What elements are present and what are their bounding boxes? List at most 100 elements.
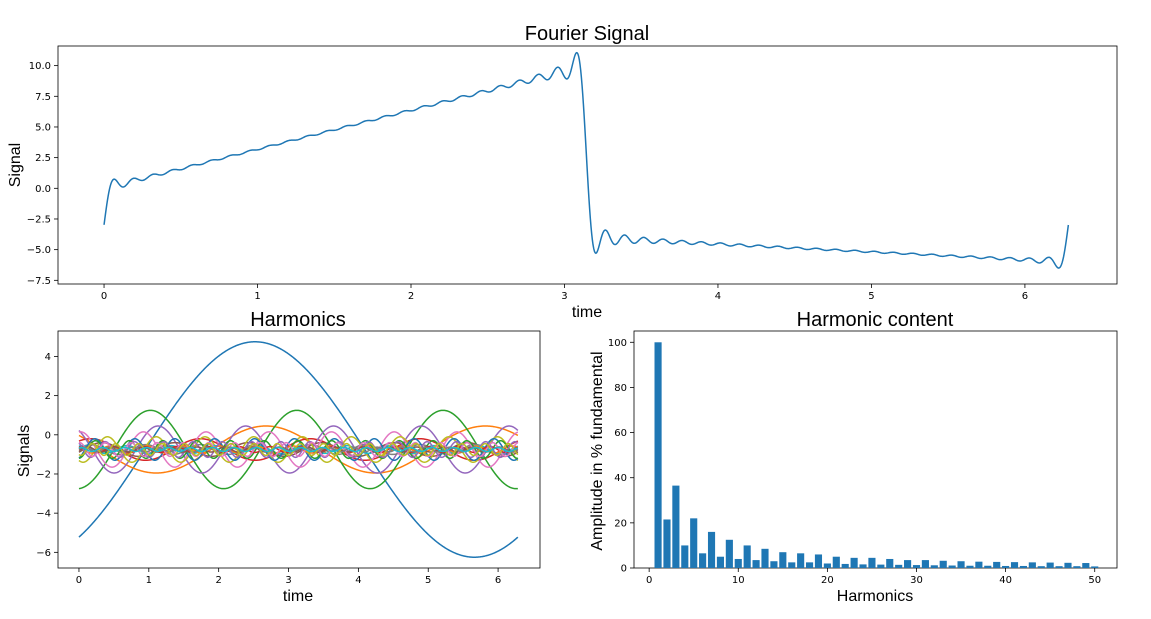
- harmonic-bar-46: [1055, 566, 1063, 568]
- fourier-signal-ytick-label: 2.5: [35, 153, 51, 164]
- harmonic-bar-20: [823, 563, 831, 568]
- harmonic-bar-45: [1046, 562, 1054, 568]
- fourier-signal-ytick-label: 5.0: [35, 122, 51, 133]
- harmonic-bar-25: [868, 557, 876, 568]
- fourier-signal-line: [103, 51, 1070, 269]
- fourier-signal-ytick-label: −2.5: [27, 214, 51, 225]
- harmonic-bar-32: [930, 565, 938, 568]
- harmonics-ytick-label: 0: [45, 430, 51, 441]
- fourier-signal-ytick-label: 10.0: [29, 61, 51, 72]
- harmonic-bar-30: [912, 565, 921, 568]
- harmonic-line-20: [78, 446, 519, 453]
- harmonic-line-13: [78, 439, 518, 460]
- harmonic-bar-27: [886, 558, 894, 568]
- harmonic-content-ylabel: Amplitude in % fundamental: [589, 351, 606, 550]
- fourier-signal-panel: Fourier Signal 0 1 2 3 4 5 6 −7.5 −5.0 −2.5 0.0 2.…: [7, 23, 1118, 321]
- harmonic-bar-1: [654, 342, 662, 568]
- harmonics-xtick-label: 3: [285, 575, 291, 586]
- harmonic-bar-15: [779, 552, 787, 568]
- harmonics-axes-frame: [57, 330, 541, 569]
- harmonic-content-xtick-label: 0: [646, 575, 652, 586]
- harmonic-bar-12: [752, 560, 760, 568]
- harmonic-bar-18: [805, 562, 814, 568]
- harmonic-line-19: [78, 442, 519, 457]
- fourier-signal-xtick-label: 5: [868, 291, 874, 302]
- harmonic-bar-41: [1010, 562, 1019, 568]
- fourier-signal-xtick-label: 4: [715, 291, 721, 302]
- fourier-signal-xlabel: time: [572, 304, 602, 321]
- harmonics-ytick-label: 2: [45, 391, 51, 402]
- harmonic-bar-33: [939, 560, 947, 568]
- harmonic-line-17: [78, 441, 519, 458]
- fourier-signal-xtick-label: 3: [561, 291, 567, 302]
- harmonic-content-title: Harmonic content: [797, 309, 954, 331]
- harmonic-content-ytick-label: 20: [614, 518, 627, 529]
- harmonic-bar-40: [1002, 565, 1010, 568]
- harmonics-ylabel: Signals: [16, 425, 33, 477]
- harmonic-bar-16: [788, 562, 796, 568]
- harmonics-panel: Harmonics 0 1 2 3 4 5 6 −6 −4 −2 0 2 4 time Signals: [16, 309, 541, 605]
- harmonics-xtick-label: 5: [425, 575, 431, 586]
- harmonic-bar-38: [984, 565, 992, 568]
- fourier-signal-ytick-label: 7.5: [35, 92, 51, 103]
- harmonics-title: Harmonics: [250, 309, 346, 331]
- fourier-signal-ytick-label: −5.0: [27, 245, 51, 256]
- harmonics-xtick-label: 6: [495, 575, 501, 586]
- harmonic-content-ytick-label: 60: [614, 428, 627, 439]
- fourier-signal-xtick-label: 1: [254, 291, 260, 302]
- harmonic-bar-28: [895, 564, 903, 568]
- harmonic-bar-29: [904, 560, 912, 568]
- harmonic-bar-4: [681, 545, 689, 568]
- fourier-signal-ylabel: Signal: [7, 143, 24, 187]
- harmonic-bar-17: [797, 553, 805, 568]
- harmonic-bar-7: [707, 531, 716, 568]
- harmonic-bar-23: [850, 557, 858, 568]
- harmonic-bar-50: [1091, 566, 1099, 568]
- harmonic-bar-26: [877, 564, 885, 568]
- fourier-signal-ytick-label: 0.0: [35, 184, 51, 195]
- harmonic-bar-35: [957, 561, 965, 568]
- harmonic-line-16: [78, 446, 519, 453]
- harmonic-bar-49: [1082, 563, 1090, 568]
- harmonic-bar-5: [690, 518, 698, 568]
- harmonic-line-9: [78, 436, 519, 463]
- harmonic-bar-9: [725, 539, 733, 568]
- harmonic-bar-48: [1073, 566, 1081, 568]
- harmonics-ytick-label: −4: [36, 509, 51, 520]
- harmonic-bar-36: [966, 565, 974, 568]
- fourier-signal-axes-frame: [57, 45, 1118, 285]
- harmonic-bar-13: [761, 548, 769, 568]
- harmonic-bar-19: [814, 554, 823, 568]
- harmonic-bar-47: [1064, 562, 1072, 568]
- fourier-signal-title: Fourier Signal: [525, 23, 650, 45]
- fourier-signal-ytick-label: −7.5: [27, 276, 51, 287]
- harmonic-bar-43: [1028, 562, 1036, 568]
- fourier-signal-xtick-label: 0: [101, 291, 107, 302]
- harmonic-content-xtick-label: 10: [732, 575, 745, 586]
- harmonics-ytick-label: −2: [36, 469, 51, 480]
- harmonic-line-3: [78, 409, 518, 490]
- harmonic-bar-6: [699, 553, 707, 568]
- harmonic-bar-14: [770, 561, 778, 568]
- harmonic-content-xtick-label: 50: [1088, 575, 1101, 586]
- fourier-signal-xtick-label: 2: [408, 291, 414, 302]
- harmonics-xtick-label: 0: [76, 575, 82, 586]
- harmonic-bar-10: [734, 558, 742, 568]
- harmonics-ytick-label: −6: [36, 548, 51, 559]
- harmonics-xtick-label: 2: [215, 575, 221, 586]
- fourier-signal-xtick-label: 6: [1022, 291, 1028, 302]
- harmonics-xtick-label: 4: [355, 575, 361, 586]
- harmonic-bar-34: [948, 565, 956, 568]
- harmonic-bar-42: [1019, 565, 1027, 568]
- harmonic-bar-2: [663, 519, 671, 568]
- harmonic-content-ytick-label: 40: [614, 473, 627, 484]
- harmonics-xtick-label: 1: [146, 575, 152, 586]
- harmonic-bar-31: [921, 560, 929, 568]
- harmonic-content-xtick-label: 20: [821, 575, 834, 586]
- harmonic-content-panel: Harmonic content 0 10 20 30 40 50 0 20 40 60 80 10…: [589, 309, 1118, 605]
- harmonic-content-ytick-label: 0: [621, 564, 627, 575]
- harmonic-bar-3: [672, 485, 680, 568]
- harmonic-content-xlabel: Harmonics: [837, 588, 913, 605]
- harmonic-content-xtick-label: 40: [999, 575, 1012, 586]
